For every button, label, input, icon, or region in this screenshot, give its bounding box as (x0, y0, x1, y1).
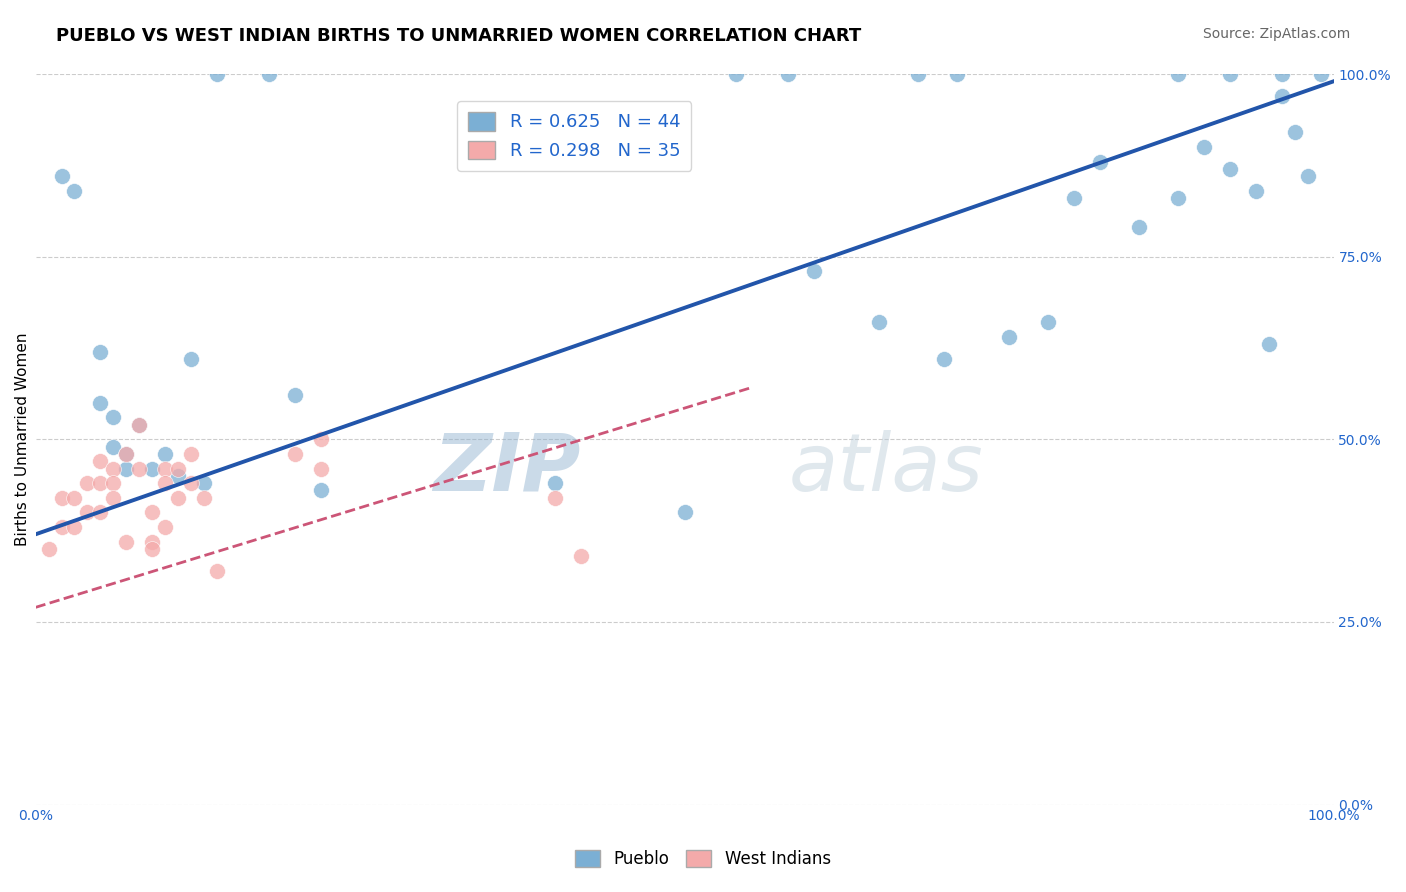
Text: Source: ZipAtlas.com: Source: ZipAtlas.com (1202, 27, 1350, 41)
Point (868, 315, 890, 329)
Point (128, 417, 150, 432)
Point (155, 447, 177, 461)
Point (89, 454, 111, 468)
Point (103, 410, 125, 425)
Point (946, 67, 969, 81)
Text: ZIP: ZIP (433, 430, 581, 508)
Point (141, 541, 163, 556)
Text: PUEBLO VS WEST INDIAN BIRTHS TO UNMARRIED WOMEN CORRELATION CHART: PUEBLO VS WEST INDIAN BIRTHS TO UNMARRIE… (56, 27, 862, 45)
Point (998, 330, 1021, 344)
Point (907, 67, 929, 81)
Point (51, 491, 73, 505)
Point (103, 440, 125, 454)
Y-axis label: Births to Unmarried Women: Births to Unmarried Women (15, 333, 30, 546)
Point (115, 447, 138, 461)
Point (63, 520, 86, 534)
Point (207, 564, 229, 578)
Point (207, 67, 229, 81)
Point (128, 461, 150, 475)
Point (1192, 140, 1215, 154)
Point (167, 461, 190, 475)
Point (1063, 191, 1085, 205)
Point (115, 447, 138, 461)
Point (1257, 337, 1279, 351)
Point (309, 483, 332, 498)
Point (180, 476, 202, 491)
Point (257, 67, 280, 81)
Point (76, 476, 98, 491)
Point (141, 461, 163, 475)
Point (63, 491, 86, 505)
Point (141, 505, 163, 519)
Point (544, 491, 567, 505)
Point (89, 344, 111, 359)
Point (76, 505, 98, 519)
Point (155, 476, 177, 491)
Point (63, 184, 86, 198)
Text: atlas: atlas (789, 430, 983, 508)
Point (115, 461, 138, 475)
Point (167, 468, 190, 483)
Point (51, 169, 73, 184)
Point (544, 476, 567, 491)
Point (284, 388, 307, 402)
Point (1271, 89, 1294, 103)
Point (89, 476, 111, 491)
Point (103, 461, 125, 475)
Point (141, 534, 163, 549)
Point (180, 351, 202, 366)
Point (180, 447, 202, 461)
Legend: Pueblo, West Indians: Pueblo, West Indians (568, 843, 838, 875)
Point (1271, 67, 1294, 81)
Point (1219, 67, 1241, 81)
Point (569, 549, 592, 564)
Point (284, 447, 307, 461)
Point (1309, 67, 1331, 81)
Legend: R = 0.625   N = 44, R = 0.298   N = 35: R = 0.625 N = 44, R = 0.298 N = 35 (457, 102, 692, 170)
Point (193, 491, 215, 505)
Point (128, 417, 150, 432)
Point (103, 476, 125, 491)
Point (803, 264, 825, 278)
Point (1219, 161, 1241, 176)
Point (1244, 184, 1267, 198)
Point (38, 541, 60, 556)
Point (1284, 126, 1306, 140)
Point (1167, 191, 1189, 205)
Point (115, 534, 138, 549)
Point (309, 461, 332, 475)
Point (89, 505, 111, 519)
Point (1036, 315, 1059, 329)
Point (155, 461, 177, 475)
Point (1167, 67, 1189, 81)
Point (155, 520, 177, 534)
Point (932, 351, 955, 366)
Point (1088, 154, 1111, 169)
Point (778, 67, 800, 81)
Point (1128, 220, 1150, 235)
Point (309, 433, 332, 447)
Point (725, 67, 748, 81)
Point (673, 505, 696, 519)
Point (167, 491, 190, 505)
Point (1296, 169, 1319, 184)
Point (89, 396, 111, 410)
Point (193, 476, 215, 491)
Point (103, 491, 125, 505)
Point (51, 520, 73, 534)
